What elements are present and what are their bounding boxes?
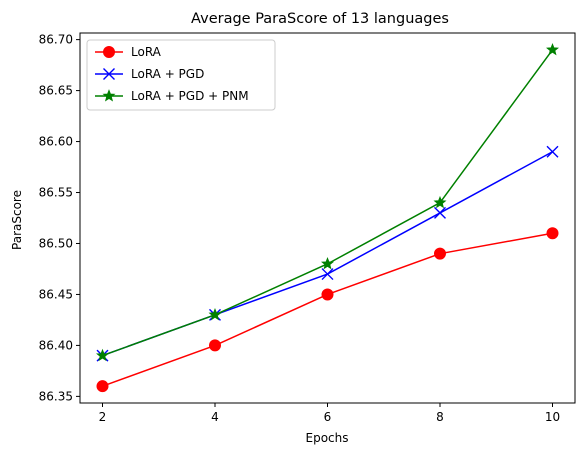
y-tick-label: 86.70 [39, 33, 73, 47]
x-tick-label: 10 [545, 410, 560, 424]
series-lora [96, 227, 559, 393]
series-lora-pgd-pnm [96, 43, 559, 362]
circle-marker [321, 288, 334, 301]
star-marker [321, 257, 334, 270]
y-tick-label: 86.55 [39, 186, 73, 200]
star-marker [433, 195, 447, 209]
x-marker [546, 145, 559, 158]
star-marker [208, 308, 222, 321]
y-axis: 86.35 86.40 86.45 86.50 86.55 86.60 86.65 86.70 [39, 33, 80, 403]
x-tick-label: 6 [324, 410, 332, 424]
x-axis: 2 4 6 8 10 [99, 403, 560, 424]
circle-marker [103, 46, 115, 58]
y-tick-label: 86.60 [39, 135, 73, 149]
star-marker [102, 89, 116, 102]
circle-marker [209, 339, 221, 352]
y-tick-label: 86.35 [39, 389, 73, 403]
series-layer [96, 43, 559, 393]
y-tick-label: 86.40 [39, 338, 73, 352]
series-line [102, 151, 553, 357]
series-lora-pgd [96, 145, 559, 362]
legend-label: LoRA + PGD [131, 67, 204, 81]
x-tick-label: 8 [436, 410, 444, 424]
legend-label: LoRA [131, 45, 162, 59]
x-tick-label: 4 [211, 410, 219, 424]
y-axis-label: ParaScore [10, 190, 24, 250]
y-tick-label: 86.65 [39, 84, 73, 98]
legend-item: LoRA + PGD + PNM [95, 89, 249, 103]
x-tick-label: 2 [99, 410, 107, 424]
circle-marker [546, 227, 559, 240]
x-marker [434, 206, 446, 219]
x-marker [321, 268, 334, 281]
circle-marker [434, 247, 446, 260]
star-marker [546, 43, 559, 56]
series-line [102, 232, 553, 387]
chart-title: Average ParaScore of 13 languages [191, 11, 449, 27]
legend: LoRA LoRA + PGD LoRA + PGD + PNM [86, 39, 276, 111]
y-tick-label: 86.45 [39, 287, 73, 301]
circle-marker [96, 380, 109, 393]
legend-item: LoRA + PGD [95, 67, 204, 81]
x-marker [103, 68, 115, 80]
legend-box [86, 39, 276, 111]
legend-label: LoRA + PGD + PNM [131, 89, 249, 103]
legend-item: LoRA [95, 45, 162, 59]
y-tick-label: 86.50 [39, 236, 73, 250]
x-axis-label: Epochs [306, 431, 349, 445]
star-marker [96, 348, 109, 362]
